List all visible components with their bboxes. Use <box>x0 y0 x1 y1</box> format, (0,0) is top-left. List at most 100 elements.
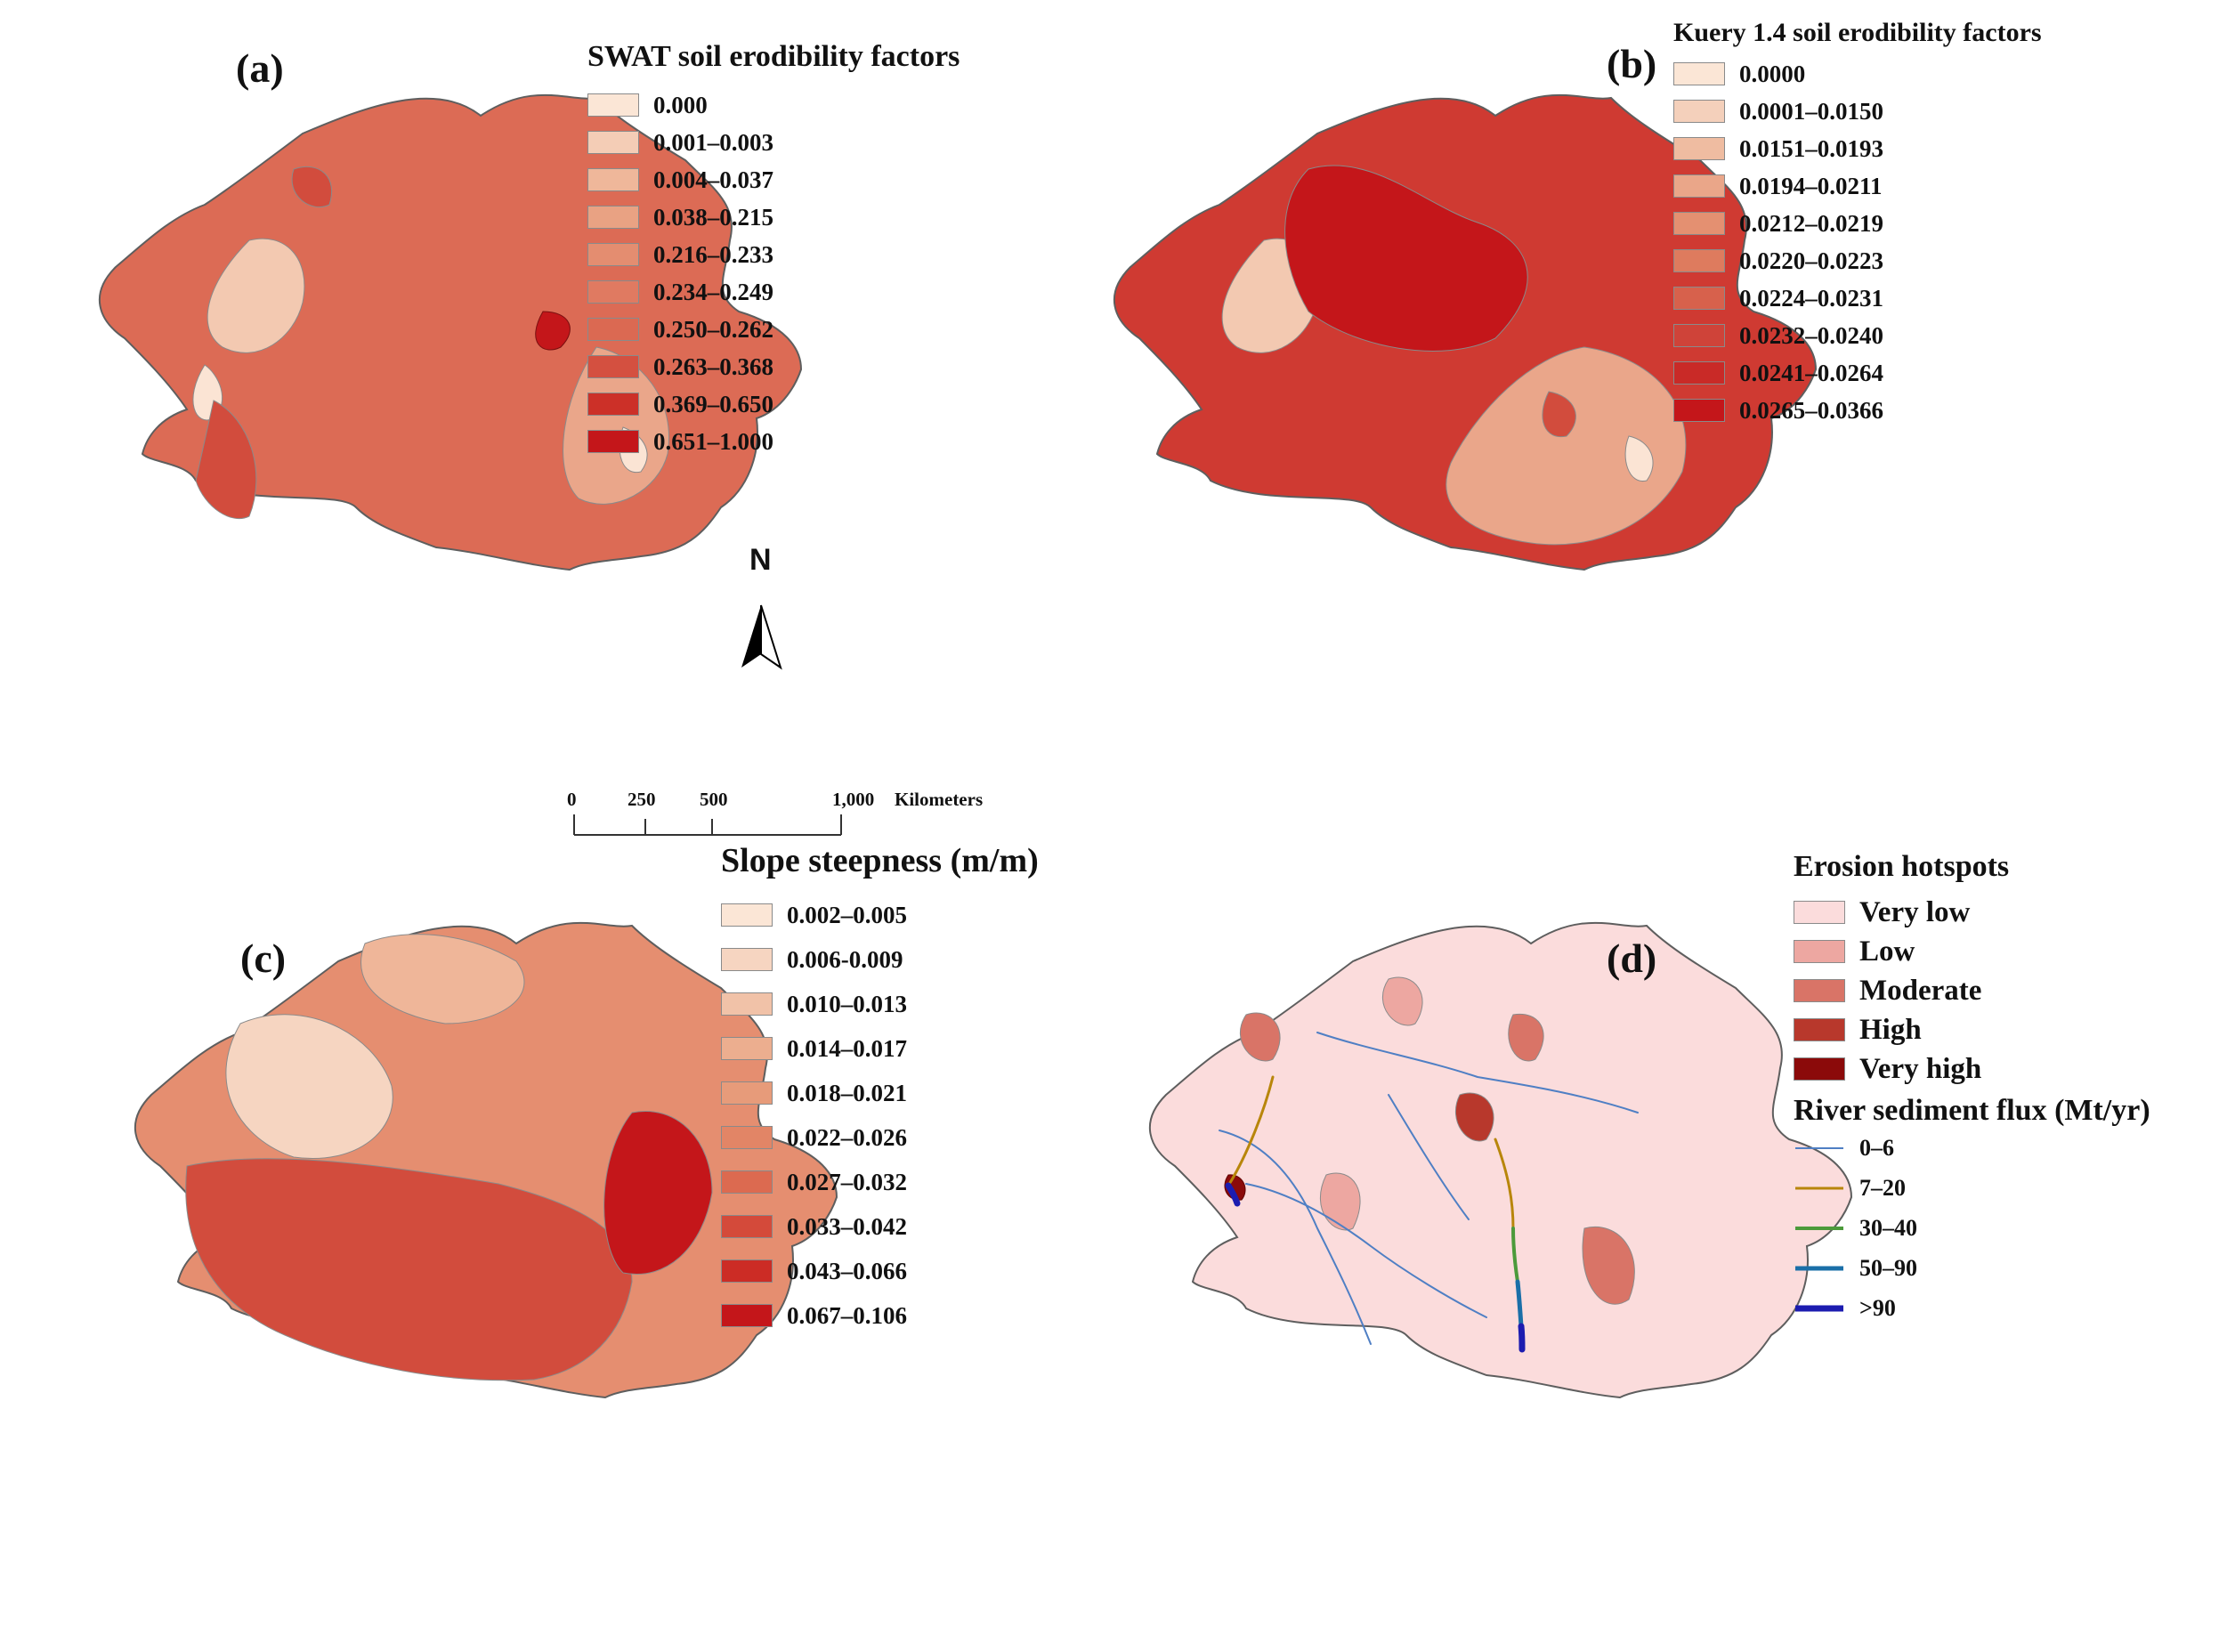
legend-d-label: Very low <box>1859 895 1971 928</box>
legend-d: Erosion hotspots Very low Low Moderate High… <box>1794 850 2150 1328</box>
scale-unit: Kilometers <box>895 789 983 810</box>
legend-b-item: 0.0151–0.0193 <box>1673 130 2042 167</box>
legend-c-label: 0.014–0.017 <box>787 1034 907 1062</box>
legend-d-swatch <box>1794 940 1845 963</box>
legend-d-swatch <box>1794 979 1845 1002</box>
legend-c-swatch <box>721 903 773 927</box>
legend-a-item: 0.000 <box>587 86 960 124</box>
legend-c-label: 0.043–0.066 <box>787 1257 907 1284</box>
legend-b-item: 0.0224–0.0231 <box>1673 279 2042 317</box>
legend-a-swatch <box>587 243 639 266</box>
panel-label-c: (c) <box>240 935 287 981</box>
scale-bar <box>573 814 842 836</box>
legend-c-swatch <box>721 1170 773 1194</box>
legend-c-swatch <box>721 1126 773 1149</box>
legend-a-swatch <box>587 393 639 416</box>
legend-d-swatch <box>1794 1018 1845 1041</box>
legend-a-item: 0.234–0.249 <box>587 273 960 311</box>
legend-a-swatch <box>587 206 639 229</box>
legend-b-item: 0.0194–0.0211 <box>1673 167 2042 205</box>
legend-c: Slope steepness (m/m) 0.002–0.005 0.006-0… <box>721 841 1039 1338</box>
legend-b-item: 0.0265–0.0366 <box>1673 392 2042 429</box>
legend-c-label: 0.018–0.021 <box>787 1079 907 1106</box>
legend-b-label: 0.0232–0.0240 <box>1739 321 1883 349</box>
legend-c-swatch <box>721 1081 773 1105</box>
legend-b-label: 0.0220–0.0223 <box>1739 247 1883 274</box>
flux-legend-item: 7–20 <box>1794 1168 2150 1208</box>
flux-legend-line <box>1795 1266 1843 1270</box>
legend-c-item: 0.006-0.009 <box>721 937 1039 982</box>
legend-d-swatch <box>1794 1057 1845 1081</box>
legend-d-label: Low <box>1859 935 1915 968</box>
legend-c-swatch <box>721 1304 773 1327</box>
legend-a-item: 0.651–1.000 <box>587 423 960 460</box>
legend-a-swatch <box>587 131 639 154</box>
legend-a-label: 0.263–0.368 <box>653 352 773 380</box>
legend-title-c: Slope steepness (m/m) <box>721 842 1039 879</box>
legend-a-swatch <box>587 93 639 117</box>
north-arrow <box>741 604 782 670</box>
flux-legend-label: 7–20 <box>1859 1174 1906 1201</box>
legend-b-label: 0.0000 <box>1739 60 1806 87</box>
legend-title-a: SWAT soil erodibility factors <box>587 40 960 73</box>
legend-a-item: 0.263–0.368 <box>587 348 960 385</box>
legend-c-swatch <box>721 948 773 971</box>
scale-tick-250: 250 <box>628 789 656 810</box>
legend-c-item: 0.043–0.066 <box>721 1249 1039 1293</box>
legend-a-item: 0.216–0.233 <box>587 236 960 273</box>
legend-a-swatch <box>587 430 639 453</box>
legend-d-item: Moderate <box>1794 971 2150 1010</box>
scale-tick-1000: 1,000 <box>832 789 874 810</box>
legend-a-swatch <box>587 318 639 341</box>
legend-c-swatch <box>721 992 773 1016</box>
legend-a-item: 0.001–0.003 <box>587 124 960 161</box>
scale-bar-labels: 0 250 500 1,000 Kilometers <box>567 789 983 810</box>
flux-legend-item: 0–6 <box>1794 1128 2150 1168</box>
legend-a-swatch <box>587 280 639 304</box>
legend-a-label: 0.250–0.262 <box>653 315 773 343</box>
legend-b-swatch <box>1673 62 1725 85</box>
legend-c-label: 0.027–0.032 <box>787 1168 907 1195</box>
scale-tick-0: 0 <box>567 789 577 810</box>
legend-d-label: High <box>1859 1013 1922 1046</box>
legend-c-label: 0.067–0.106 <box>787 1301 907 1329</box>
legend-b-swatch <box>1673 100 1725 123</box>
legend-c-swatch <box>721 1259 773 1283</box>
legend-a-label: 0.004–0.037 <box>653 166 773 193</box>
flux-legend-item: 30–40 <box>1794 1208 2150 1248</box>
legend-c-item: 0.002–0.005 <box>721 893 1039 937</box>
legend-a-label: 0.001–0.003 <box>653 128 773 156</box>
north-label: N <box>749 543 772 577</box>
legend-a-swatch <box>587 355 639 378</box>
legend-b-label: 0.0265–0.0366 <box>1739 396 1883 424</box>
legend-c-label: 0.022–0.026 <box>787 1123 907 1151</box>
legend-b-label: 0.0224–0.0231 <box>1739 284 1883 312</box>
panel-label-d: (d) <box>1607 935 1657 981</box>
flux-legend-line <box>1795 1186 1843 1189</box>
legend-b-label: 0.0212–0.0219 <box>1739 209 1883 237</box>
legend-title-b: Kuery 1.4 soil erodibility factors <box>1673 18 2042 47</box>
legend-c-label: 0.006-0.009 <box>787 945 903 973</box>
panel-label-b: (b) <box>1607 41 1657 86</box>
legend-b-item: 0.0241–0.0264 <box>1673 354 2042 392</box>
legend-d-item: High <box>1794 1010 2150 1049</box>
legend-a-label: 0.651–1.000 <box>653 427 773 455</box>
flux-legend-item: >90 <box>1794 1288 2150 1328</box>
legend-c-label: 0.033–0.042 <box>787 1212 907 1240</box>
legend-a-label: 0.216–0.233 <box>653 240 773 268</box>
legend-a-label: 0.000 <box>653 91 708 118</box>
legend-c-item: 0.018–0.021 <box>721 1071 1039 1115</box>
legend-c-item: 0.033–0.042 <box>721 1204 1039 1249</box>
legend-a-item: 0.004–0.037 <box>587 161 960 198</box>
legend-c-swatch <box>721 1037 773 1060</box>
legend-d-label: Moderate <box>1859 974 1982 1007</box>
flux-legend-line <box>1795 1226 1843 1230</box>
legend-b: Kuery 1.4 soil erodibility factors 0.000… <box>1673 18 2042 429</box>
legend-b-swatch <box>1673 399 1725 422</box>
legend-b-label: 0.0241–0.0264 <box>1739 359 1883 386</box>
legend-c-label: 0.002–0.005 <box>787 901 907 928</box>
legend-b-label: 0.0001–0.0150 <box>1739 97 1883 125</box>
legend-c-item: 0.014–0.017 <box>721 1026 1039 1071</box>
legend-b-swatch <box>1673 361 1725 385</box>
legend-c-item: 0.022–0.026 <box>721 1115 1039 1160</box>
